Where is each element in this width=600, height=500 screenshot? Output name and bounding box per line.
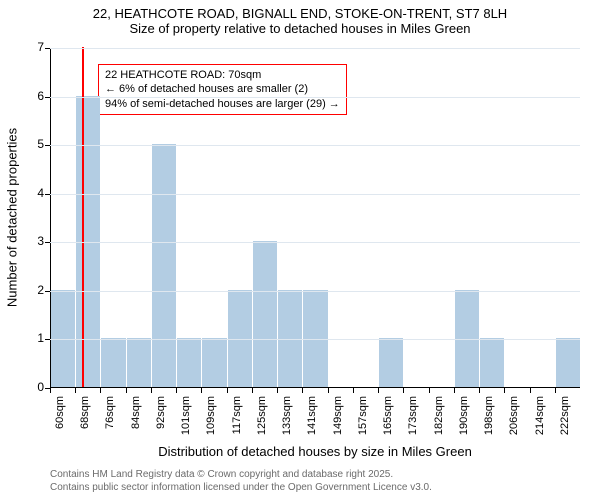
histogram-bar [480,338,504,387]
x-tick: 165sqm [382,396,394,436]
histogram-bar [101,338,125,387]
x-tick: 101sqm [180,396,192,436]
histogram-bar [177,338,201,387]
y-tick: 0 [28,380,44,394]
histogram-bar [228,290,252,387]
info-line-3: 94% of semi-detached houses are larger (… [105,97,340,111]
x-tick: 214sqm [534,396,546,436]
title-line-2: Size of property relative to detached ho… [0,21,600,36]
x-tick: 173sqm [407,396,419,436]
histogram-bar [303,290,327,387]
x-tick: 117sqm [231,396,243,436]
histogram-bar [76,96,100,387]
histogram-bar [202,338,226,387]
x-tick: 222sqm [559,396,571,436]
info-line-1: 22 HEATHCOTE ROAD: 70sqm [105,68,340,82]
footer-line-1: Contains HM Land Registry data © Crown c… [50,468,432,481]
x-tick: 157sqm [357,396,369,436]
x-tick: 206sqm [508,396,520,436]
chart-title: 22, HEATHCOTE ROAD, BIGNALL END, STOKE-O… [0,0,600,36]
x-tick: 182sqm [433,396,445,436]
x-tick: 125sqm [256,396,268,436]
histogram-bar [556,338,580,387]
x-tick: 109sqm [205,396,217,436]
marker-line [82,47,84,387]
plot-area: 22 HEATHCOTE ROAD: 70sqm ← 6% of detache… [50,48,580,388]
histogram-bar [379,338,403,387]
info-box: 22 HEATHCOTE ROAD: 70sqm ← 6% of detache… [98,64,347,115]
histogram-bar [51,290,75,387]
y-tick: 5 [28,137,44,151]
histogram-bar [455,290,479,387]
footer-line-2: Contains public sector information licen… [50,481,432,494]
x-tick: 76sqm [104,396,116,436]
footer: Contains HM Land Registry data © Crown c… [50,468,432,494]
x-tick: 68sqm [79,396,91,436]
x-tick: 60sqm [54,396,66,436]
x-axis-label: Distribution of detached houses by size … [50,444,580,459]
y-tick: 7 [28,40,44,54]
y-tick: 3 [28,234,44,248]
y-tick: 2 [28,283,44,297]
x-tick: 84sqm [130,396,142,436]
y-tick: 4 [28,186,44,200]
y-tick: 6 [28,89,44,103]
histogram-bar [278,290,302,387]
y-axis-label: Number of detached properties [5,118,20,318]
x-tick: 198sqm [483,396,495,436]
histogram-bar [253,241,277,387]
x-tick: 92sqm [155,396,167,436]
y-tick: 1 [28,331,44,345]
histogram-bar [127,338,151,387]
x-tick: 190sqm [458,396,470,436]
x-tick: 141sqm [306,396,318,436]
x-tick: 149sqm [332,396,344,436]
title-line-1: 22, HEATHCOTE ROAD, BIGNALL END, STOKE-O… [0,6,600,21]
histogram-bar [152,144,176,387]
x-tick: 133sqm [281,396,293,436]
info-line-2: ← 6% of detached houses are smaller (2) [105,82,340,96]
